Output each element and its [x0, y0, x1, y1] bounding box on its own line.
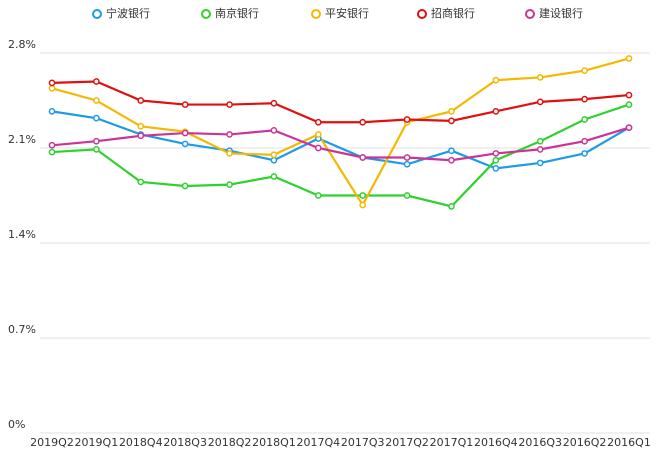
data-point — [93, 97, 100, 104]
data-point — [536, 159, 544, 167]
data-point — [137, 122, 145, 130]
legend-label: 南京银行 — [215, 6, 259, 20]
x-tick-label: 2018Q1 — [252, 436, 296, 449]
data-point — [359, 118, 367, 126]
data-point — [181, 101, 189, 108]
data-point — [137, 178, 145, 186]
x-tick-label: 2018Q4 — [119, 436, 163, 449]
y-tick-label: 1.4% — [8, 228, 36, 241]
data-point — [270, 127, 278, 134]
data-point — [314, 192, 322, 199]
data-point — [581, 150, 588, 157]
data-point — [581, 95, 588, 103]
data-point — [625, 124, 633, 131]
data-point — [48, 148, 56, 156]
x-tick-label: 2016Q3 — [518, 436, 562, 449]
legend-marker — [201, 9, 211, 19]
x-tick-label: 2017Q4 — [296, 436, 340, 449]
data-point — [48, 108, 56, 115]
x-tick-label: 2017Q2 — [385, 436, 429, 449]
x-tick-label: 2018Q2 — [208, 436, 252, 449]
legend-label: 招商银行 — [431, 6, 475, 20]
data-point — [625, 101, 633, 108]
legend-label: 宁波银行 — [106, 6, 150, 20]
data-point — [492, 108, 500, 115]
data-point — [448, 156, 455, 164]
data-point — [48, 141, 56, 149]
data-point — [48, 84, 56, 92]
y-tick-label: 0% — [8, 418, 25, 431]
legend-marker — [92, 9, 102, 19]
data-point — [359, 201, 367, 209]
x-tick-label: 2018Q3 — [163, 436, 207, 449]
legend-label: 平安银行 — [325, 6, 369, 20]
y-tick-label: 2.8% — [8, 38, 36, 51]
data-point — [536, 74, 544, 81]
data-point — [403, 116, 411, 123]
data-point — [270, 99, 278, 107]
x-tick-label: 2016Q2 — [563, 436, 607, 449]
data-point — [625, 91, 633, 99]
series-line — [51, 80, 630, 124]
data-point — [270, 173, 278, 180]
data-point — [93, 78, 100, 85]
data-point — [403, 192, 411, 199]
data-point — [581, 67, 588, 74]
data-point — [93, 146, 100, 153]
data-point — [226, 131, 233, 138]
data-point — [137, 132, 145, 140]
legend-marker — [525, 9, 535, 19]
series-line — [51, 57, 630, 208]
x-tick-label: 2019Q1 — [75, 436, 119, 449]
data-point — [93, 137, 100, 145]
legend-label: 建设银行 — [539, 6, 583, 20]
data-point — [492, 165, 500, 172]
legend-marker — [417, 9, 427, 19]
data-point — [226, 101, 233, 108]
data-point — [314, 131, 322, 138]
legend-marker — [311, 9, 321, 19]
data-point — [536, 137, 544, 145]
x-tick-label: 2017Q1 — [430, 436, 474, 449]
y-tick-label: 0.7% — [8, 323, 36, 336]
data-point — [448, 203, 455, 210]
data-point — [270, 151, 278, 159]
data-point — [314, 144, 322, 152]
data-point — [181, 140, 189, 148]
data-point — [625, 55, 633, 62]
series-line — [51, 126, 630, 162]
data-point — [492, 156, 500, 164]
x-tick-label: 2019Q2 — [30, 436, 74, 449]
x-tick-label: 2016Q1 — [607, 436, 651, 449]
data-point — [492, 76, 500, 84]
data-point — [93, 114, 100, 122]
data-point — [403, 160, 411, 168]
x-tick-label: 2016Q4 — [474, 436, 518, 449]
data-point — [536, 98, 544, 106]
x-tick-label: 2017Q3 — [341, 436, 385, 449]
data-point — [181, 182, 189, 190]
data-point — [359, 154, 367, 161]
data-point — [403, 154, 411, 161]
data-point — [536, 146, 544, 153]
data-point — [448, 108, 455, 115]
y-tick-label: 2.1% — [8, 133, 36, 146]
data-point — [314, 118, 322, 126]
data-point — [226, 150, 233, 157]
data-point — [448, 117, 455, 125]
data-point — [492, 150, 500, 157]
data-point — [448, 147, 455, 155]
data-point — [181, 129, 189, 137]
data-point — [270, 156, 278, 164]
data-point — [359, 192, 367, 199]
data-point — [581, 116, 588, 123]
data-point — [581, 137, 588, 145]
data-point — [137, 97, 145, 104]
series-line — [51, 103, 630, 208]
data-point — [226, 181, 233, 188]
data-point — [48, 79, 56, 87]
